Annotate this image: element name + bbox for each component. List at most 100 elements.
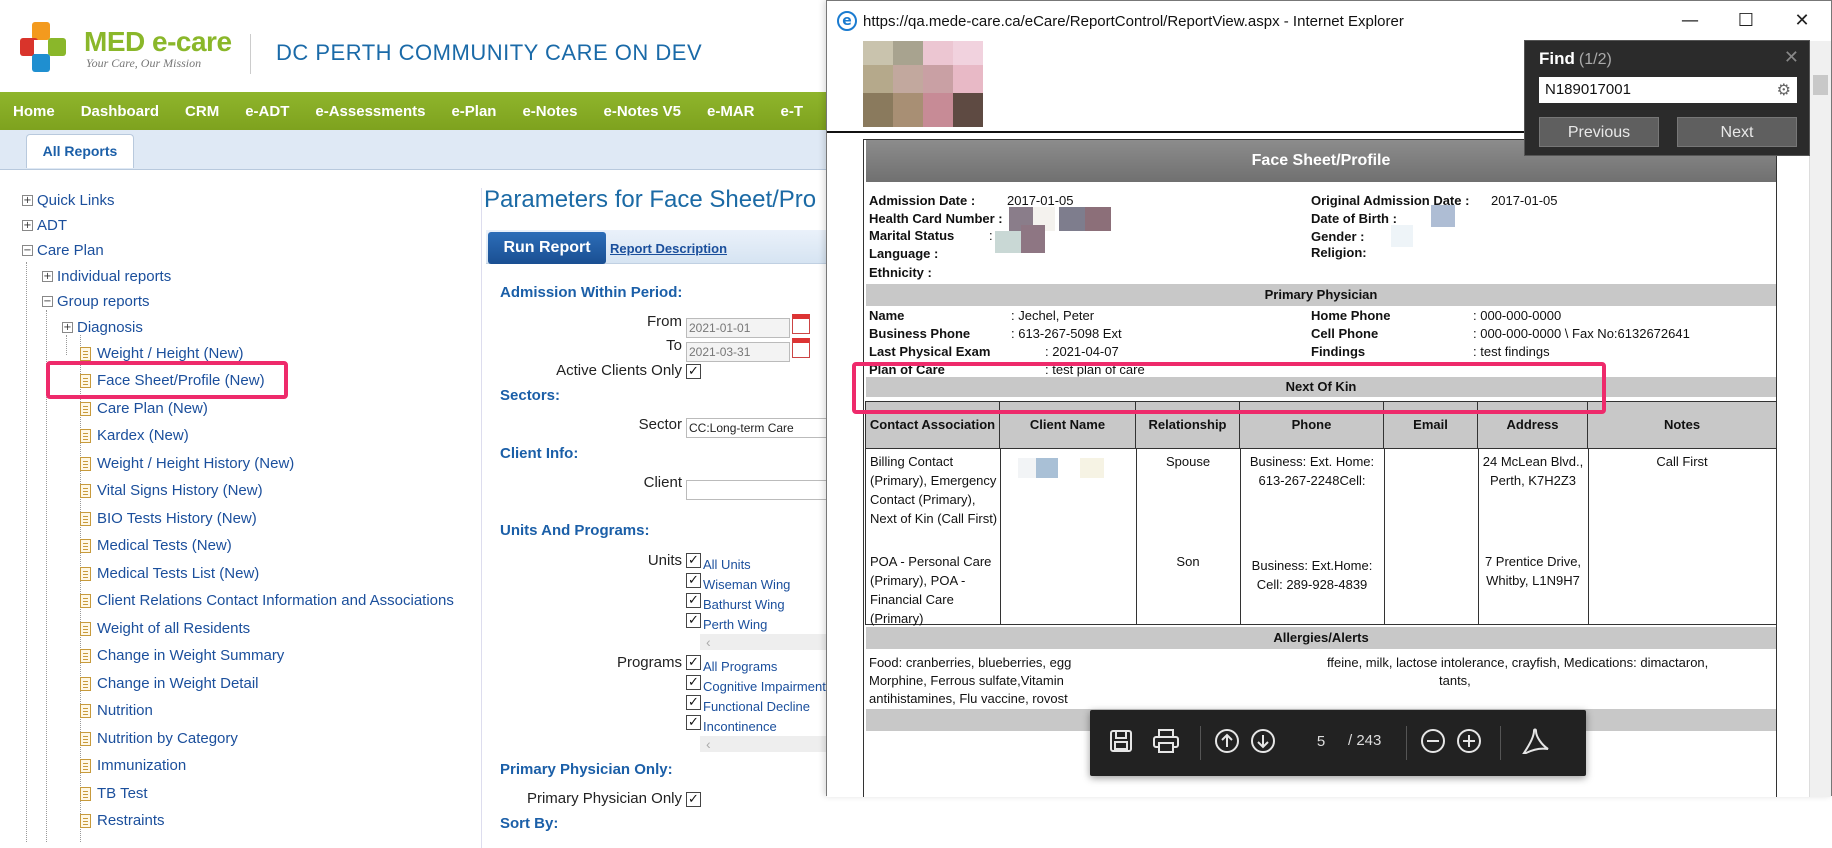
nav-e-assessments[interactable]: e-Assessments xyxy=(315,102,426,120)
next-page-icon[interactable] xyxy=(1250,728,1276,760)
client-input[interactable] xyxy=(686,480,830,500)
tree-report-item[interactable]: Weight of all Residents xyxy=(80,620,250,637)
expand-icon[interactable]: + xyxy=(22,195,33,206)
next-of-kin-band: Next Of Kin xyxy=(866,377,1776,397)
nav-e-notes[interactable]: e-Notes xyxy=(522,102,578,120)
tree-report-item[interactable]: Medical Tests (New) xyxy=(80,537,232,554)
collapse-icon[interactable]: − xyxy=(42,296,53,307)
previous-page-icon[interactable] xyxy=(1214,728,1240,760)
program-label: Cognitive Impairment xyxy=(703,679,826,694)
tree-report-item[interactable]: Nutrition by Category xyxy=(80,730,238,747)
marital-label: Marital Status xyxy=(869,228,955,243)
active-clients-checkbox[interactable]: ✓ xyxy=(686,364,701,379)
from-date-input[interactable]: 2021-01-01 xyxy=(686,318,790,338)
tree-report-item[interactable]: Medical Tests List (New) xyxy=(80,565,259,582)
find-previous-button[interactable]: Previous xyxy=(1539,117,1659,147)
sector-select[interactable]: CC:Long-term Care xyxy=(686,418,830,438)
page-number-input[interactable]: 5 xyxy=(1316,733,1326,750)
kin-notes: Call First xyxy=(1656,454,1708,469)
calendar-icon[interactable] xyxy=(792,314,810,334)
gear-icon[interactable]: ⚙ xyxy=(1776,80,1791,99)
scroll-thumb[interactable] xyxy=(1813,75,1828,95)
minimize-button[interactable]: — xyxy=(1681,10,1699,31)
adobe-acrobat-icon[interactable] xyxy=(1520,728,1550,762)
program-checkbox-cognitive[interactable]: ✓ xyxy=(686,675,701,690)
collapse-icon[interactable]: − xyxy=(22,245,33,256)
ie-titlebar: e https://qa.mede-care.ca/eCare/ReportCo… xyxy=(827,1,1831,41)
active-clients-label: Active Clients Only xyxy=(556,362,682,379)
find-input[interactable]: N189017001 ⚙ xyxy=(1539,77,1797,103)
tree-report-item[interactable]: Change in Weight Detail xyxy=(80,675,258,692)
tree-report-item[interactable]: BIO Tests History (New) xyxy=(80,510,257,527)
expand-icon[interactable]: + xyxy=(22,220,33,231)
home-phone-label: Home Phone xyxy=(1311,308,1391,323)
kin-association: Billing Contact (Primary), Emergency Con… xyxy=(870,454,998,526)
redacted-block xyxy=(1021,225,1045,253)
find-close-icon[interactable]: ✕ xyxy=(1783,47,1799,68)
tree-report-item[interactable]: Client Relations Contact Information and… xyxy=(80,592,454,609)
tree-report-item-selected[interactable]: Face Sheet/Profile (New) xyxy=(80,372,265,389)
nav-e-adt[interactable]: e-ADT xyxy=(245,102,290,120)
calendar-icon[interactable] xyxy=(792,338,810,358)
unit-checkbox-wiseman[interactable]: ✓ xyxy=(686,573,701,588)
expand-icon[interactable]: + xyxy=(42,271,53,282)
tree-report-item[interactable]: Immunization xyxy=(80,757,186,774)
tree-individual-reports[interactable]: + Individual reports xyxy=(42,268,171,285)
tree-report-item[interactable]: Weight / Height History (New) xyxy=(80,455,294,472)
report-description-link[interactable]: Report Description xyxy=(610,241,728,256)
report-doc-icon xyxy=(80,483,91,498)
report-vertical-scrollbar[interactable] xyxy=(1809,41,1831,797)
tree-report-item[interactable]: Care Plan (New) xyxy=(80,400,208,417)
find-next-button[interactable]: Next xyxy=(1677,117,1797,147)
toolbar-separator xyxy=(1200,726,1201,760)
nav-crm[interactable]: CRM xyxy=(185,102,220,120)
tree-group-reports[interactable]: − Group reports xyxy=(42,293,150,310)
tree-report-item[interactable]: Change in Weight Summary xyxy=(80,647,284,664)
nav-e-notes-v5[interactable]: e-Notes V5 xyxy=(603,102,682,120)
run-report-button[interactable]: Run Report xyxy=(488,232,606,264)
marital-colon: : xyxy=(989,228,993,243)
unit-checkbox-perth[interactable]: ✓ xyxy=(686,613,701,628)
kin-header: Notes xyxy=(1588,402,1776,448)
tree-report-item[interactable]: Restraints xyxy=(80,812,165,829)
tree-adt[interactable]: + ADT xyxy=(22,217,67,234)
tree-quick-links[interactable]: + Quick Links xyxy=(22,192,115,209)
report-doc-icon xyxy=(80,703,91,718)
maximize-button[interactable]: ☐ xyxy=(1737,10,1755,31)
print-icon[interactable] xyxy=(1152,728,1180,760)
programs-scrollbar[interactable]: ‹ xyxy=(700,736,828,752)
findings-value: : test findings xyxy=(1473,344,1550,359)
to-date-input[interactable]: 2021-03-31 xyxy=(686,342,790,362)
zoom-out-icon[interactable] xyxy=(1420,728,1446,760)
primary-physician-checkbox[interactable]: ✓ xyxy=(686,792,701,807)
nav-home[interactable]: Home xyxy=(13,102,55,120)
tree-guide xyxy=(80,335,81,842)
tree-report-item[interactable]: Vital Signs History (New) xyxy=(80,482,263,499)
nav-e-plan[interactable]: e-Plan xyxy=(451,102,497,120)
tree-care-plan[interactable]: − Care Plan xyxy=(22,242,104,259)
unit-checkbox-all[interactable]: ✓ xyxy=(686,553,701,568)
tree-report-item[interactable]: Nutrition xyxy=(80,702,153,719)
units-scrollbar[interactable]: ‹ xyxy=(700,634,828,650)
expand-icon[interactable]: + xyxy=(62,322,73,333)
tree-report-item[interactable]: Weight / Height (New) xyxy=(80,345,243,362)
parameters-title: Parameters for Face Sheet/Pro xyxy=(484,186,817,213)
nav-e-t[interactable]: e-T xyxy=(780,102,804,120)
primary-physician-heading: Primary Physician Only: xyxy=(500,761,673,778)
save-icon[interactable] xyxy=(1108,728,1134,760)
tree-report-item[interactable]: Kardex (New) xyxy=(80,427,189,444)
program-checkbox-incontinence[interactable]: ✓ xyxy=(686,715,701,730)
unit-checkbox-bathurst[interactable]: ✓ xyxy=(686,593,701,608)
close-button[interactable]: ✕ xyxy=(1794,10,1810,31)
highlight-box-tree xyxy=(46,361,288,399)
to-label: To xyxy=(666,337,682,354)
zoom-in-icon[interactable] xyxy=(1456,728,1482,760)
nav-e-mar[interactable]: e-MAR xyxy=(707,102,755,120)
program-checkbox-functional[interactable]: ✓ xyxy=(686,695,701,710)
tab-all-reports[interactable]: All Reports xyxy=(26,134,134,168)
nav-dashboard[interactable]: Dashboard xyxy=(80,102,160,120)
program-checkbox-all[interactable]: ✓ xyxy=(686,655,701,670)
tree-report-item[interactable]: TB Test xyxy=(80,785,148,802)
tree-diagnosis[interactable]: + Diagnosis xyxy=(62,319,143,336)
allergy-text: Morphine, Ferrous sulfate,Vitamin xyxy=(869,673,1064,688)
